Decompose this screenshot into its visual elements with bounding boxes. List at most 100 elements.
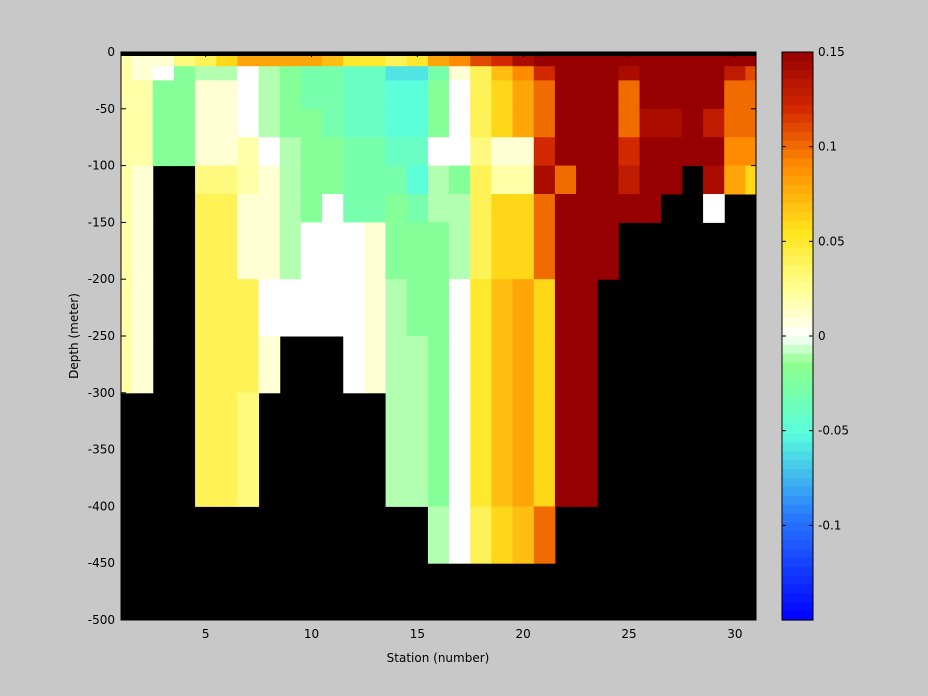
heatmap-cell [576, 165, 598, 195]
heatmap-cell [131, 80, 154, 110]
heatmap-cell [745, 80, 757, 110]
heatmap-cell [364, 194, 387, 223]
heatmap-cell [195, 279, 217, 337]
heatmap-cell [279, 108, 302, 138]
heatmap-cell [258, 66, 281, 81]
x-tick-label: 20 [516, 627, 531, 641]
heatmap-cell [343, 165, 365, 195]
heatmap-cell [427, 279, 450, 337]
heatmap-cell [512, 392, 535, 507]
heatmap-cell [385, 66, 408, 81]
colorbar-segment [782, 123, 813, 133]
heatmap-cell [343, 336, 365, 394]
heatmap-cell [258, 165, 281, 195]
heatmap-cell [491, 165, 514, 195]
heatmap-cell [216, 336, 238, 394]
heatmap-cell [173, 108, 196, 138]
heatmap-cell [512, 506, 535, 564]
heatmap-cell [533, 80, 556, 110]
colorbar-segment [782, 265, 813, 275]
heatmap-cell [343, 137, 365, 167]
colorbar-segment [782, 131, 813, 142]
heatmap-cell [470, 108, 492, 138]
heatmap-cell [554, 80, 577, 110]
x-tick-label: 15 [410, 627, 425, 641]
heatmap-cell [406, 66, 429, 81]
heatmap-cell [703, 66, 725, 81]
heatmap-cell [639, 108, 662, 138]
heatmap-cell [491, 336, 514, 394]
heatmap-cell [300, 165, 323, 195]
heatmap-cell [427, 194, 450, 223]
heatmap-cell [237, 222, 260, 280]
heatmap-cell [576, 108, 598, 138]
heatmap-cell [745, 52, 757, 67]
heatmap-cell [385, 137, 408, 167]
heatmap-cell [121, 108, 133, 138]
heatmap-cell [279, 279, 302, 337]
heatmap-cell [300, 222, 323, 280]
heatmap-cell [618, 80, 641, 110]
heatmap-cell [660, 137, 683, 167]
heatmap-cell [533, 279, 556, 337]
heatmap-cell [660, 66, 683, 81]
heatmap-cell [322, 165, 344, 195]
heatmap-cell [237, 279, 260, 337]
heatmap-cell [237, 137, 260, 167]
heatmap-cell [195, 194, 217, 223]
heatmap-cell [364, 66, 387, 81]
colorbar-segment [782, 167, 813, 177]
colorbar-segment [782, 478, 813, 488]
heatmap-cell [639, 80, 662, 110]
heatmap-cell [131, 108, 154, 138]
colorbar-segment [782, 256, 813, 266]
heatmap-cell [121, 80, 133, 110]
colorbar-segment [782, 176, 813, 186]
heatmap-cell [491, 279, 514, 337]
heatmap-cell [406, 279, 429, 337]
heatmap-cell [681, 108, 704, 138]
heatmap-cell [279, 165, 302, 195]
heatmap-cell [491, 80, 514, 110]
heatmap-cell [576, 80, 598, 110]
heatmap-cell [533, 336, 556, 394]
colorbar-segment [782, 194, 813, 204]
heatmap-cell [660, 108, 683, 138]
x-axis-ticks: 5 10 15 20 25 30 [202, 52, 742, 641]
heatmap-cell [173, 80, 196, 110]
y-tick-label: -250 [88, 329, 115, 343]
heatmap-cell [533, 392, 556, 507]
colorbar-segment [782, 211, 813, 222]
heatmap-cell [322, 108, 344, 138]
colorbar-tick-label: -0.05 [818, 424, 849, 438]
heatmap-cell [427, 222, 450, 280]
y-tick-label: -150 [88, 215, 115, 229]
colorbar-ticks: 0.15 0.1 0.05 0 -0.05 -0.1 [782, 45, 849, 532]
heatmap-cell [512, 222, 535, 280]
colorbar-segment [782, 566, 813, 577]
heatmap-cell [343, 222, 365, 280]
heatmap-cell [512, 137, 535, 167]
heatmap-cell [491, 392, 514, 507]
colorbar-segment [782, 557, 813, 568]
colorbar-segment [782, 504, 813, 515]
heatmap-cell [576, 279, 598, 337]
heatmap-cell [406, 336, 429, 394]
heatmap-cell [512, 80, 535, 110]
heatmap-cell [512, 165, 535, 195]
heatmap-cell [216, 137, 238, 167]
colorbar-segment [782, 415, 813, 426]
heatmap-cell [343, 66, 365, 81]
heatmap-cell [195, 137, 217, 167]
heatmap-cell [576, 392, 598, 507]
y-tick-label: -50 [95, 102, 115, 116]
colorbar-segment [782, 433, 813, 444]
colorbar-segment [782, 273, 813, 284]
heatmap-cell [195, 80, 217, 110]
heatmap-cell [195, 165, 217, 195]
heatmap-cell [343, 108, 365, 138]
colorbar-segment [782, 513, 813, 523]
colorbar-segment [782, 105, 813, 115]
colorbar-segment [782, 486, 813, 497]
heatmap-cell [597, 194, 619, 223]
